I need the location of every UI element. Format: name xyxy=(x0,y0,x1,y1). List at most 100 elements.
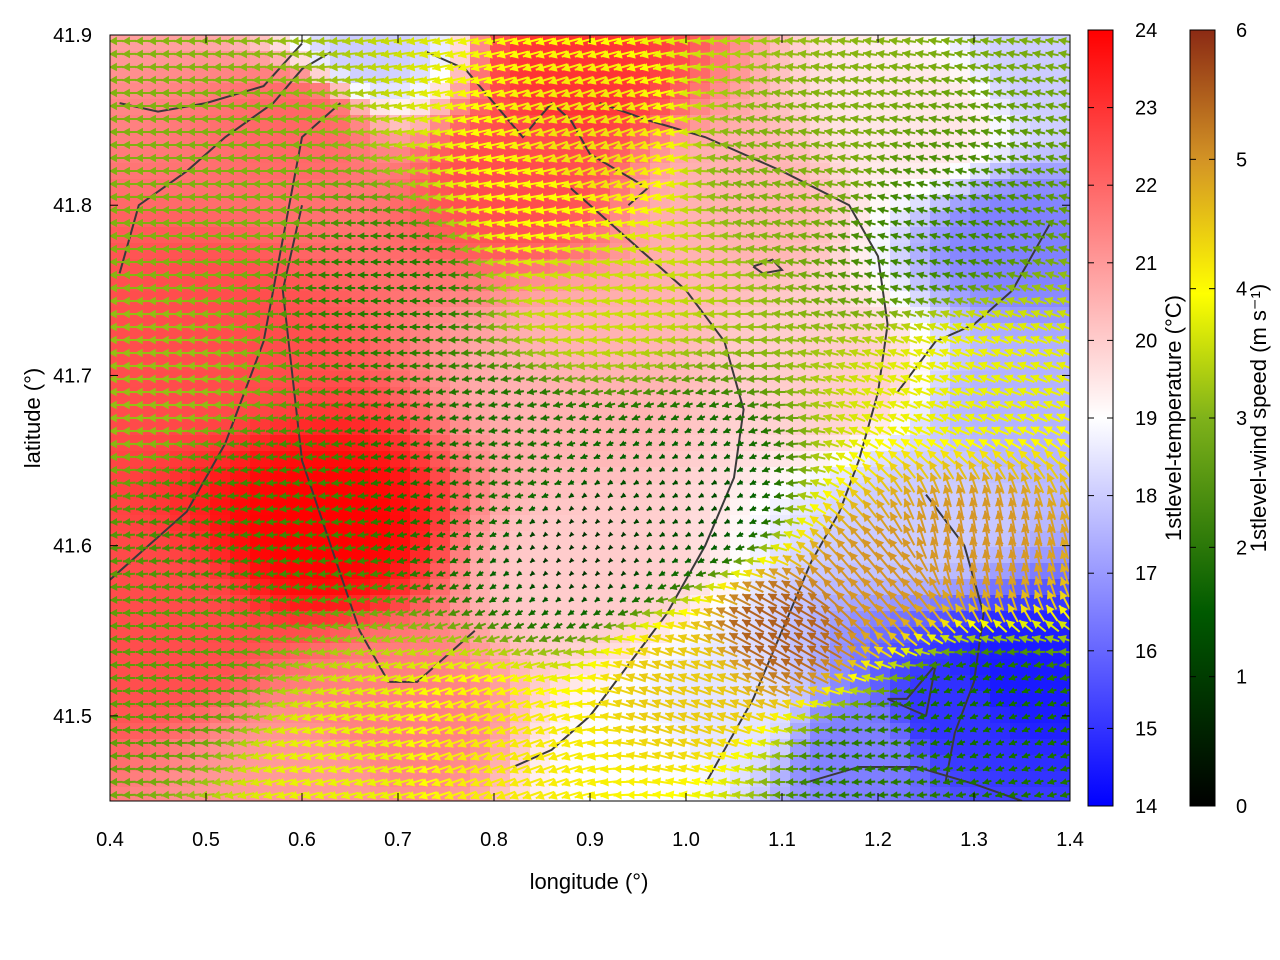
temperature-cell xyxy=(250,563,271,580)
temperature-cell xyxy=(630,435,651,452)
temperature-cell xyxy=(650,499,671,516)
temperature-cell xyxy=(210,195,231,212)
temperature-cell xyxy=(590,483,611,500)
temperature-cell xyxy=(250,147,271,164)
temperature-cell xyxy=(430,451,451,468)
temperature-cell xyxy=(650,531,671,548)
temperature-cell xyxy=(850,611,871,628)
temperature-cell xyxy=(170,403,191,420)
temperature-cell xyxy=(1050,243,1070,260)
temperature-cell xyxy=(1030,771,1051,788)
temperature-cell xyxy=(350,291,371,308)
temperature-cell xyxy=(1030,707,1051,724)
temperature-cell xyxy=(830,211,851,228)
temperature-cell xyxy=(390,451,411,468)
temperature-cell xyxy=(290,531,311,548)
temperature-cell xyxy=(890,771,911,788)
temperature-cell xyxy=(190,515,211,532)
temperature-cell xyxy=(210,675,231,692)
temperature-cell xyxy=(170,611,191,628)
temperature-cell xyxy=(650,387,671,404)
temperature-cell xyxy=(550,563,571,580)
temperature-cell xyxy=(190,723,211,740)
temperature-cell xyxy=(350,499,371,516)
temperature-cell xyxy=(870,179,891,196)
temperature-cell xyxy=(250,707,271,724)
temperature-cell xyxy=(870,739,891,756)
temperature-cell xyxy=(170,51,191,68)
temperature-cell xyxy=(290,595,311,612)
temperature-cell xyxy=(690,451,711,468)
temperature-cell xyxy=(510,291,531,308)
temperature-cell xyxy=(830,35,851,52)
temperature-cell xyxy=(590,531,611,548)
temperature-cell xyxy=(330,291,351,308)
temperature-cell xyxy=(130,403,151,420)
temperature-cell xyxy=(170,259,191,276)
temperature-cell xyxy=(550,531,571,548)
temperature-cell xyxy=(890,707,911,724)
temperature-cell xyxy=(290,291,311,308)
temperature-cell xyxy=(390,355,411,372)
temperature-cell xyxy=(850,147,871,164)
temperature-cell xyxy=(410,355,431,372)
temperature-cell xyxy=(790,723,811,740)
temperature-cell xyxy=(250,307,271,324)
temperature-cell xyxy=(1050,211,1070,228)
temperature-cell xyxy=(870,35,891,52)
temperature-cell xyxy=(430,419,451,436)
temperature-cell xyxy=(850,739,871,756)
temperature-cell xyxy=(910,179,931,196)
temperature-cell xyxy=(330,243,351,260)
temperature-cell xyxy=(610,483,631,500)
temperature-cell xyxy=(590,387,611,404)
temperature-cell xyxy=(570,531,591,548)
temperature-cell xyxy=(130,611,151,628)
temperature-cell xyxy=(350,179,371,196)
temperature-cell xyxy=(870,771,891,788)
temperature-cell xyxy=(550,595,571,612)
temperature-cell xyxy=(570,355,591,372)
temperature-cell xyxy=(210,259,231,276)
temperature-cell xyxy=(230,435,251,452)
temperature-cell xyxy=(310,595,331,612)
temperature-cell xyxy=(130,771,151,788)
temperature-cell xyxy=(630,563,651,580)
temperature-cell xyxy=(910,243,931,260)
temperature-cell xyxy=(610,563,631,580)
temperature-cell xyxy=(370,419,391,436)
temperature-cell xyxy=(810,419,831,436)
temperature-cell xyxy=(330,323,351,340)
temperature-cell xyxy=(290,563,311,580)
temperature-cell xyxy=(370,387,391,404)
temperature-cell xyxy=(890,179,911,196)
temperature-cell xyxy=(670,499,691,516)
temperature-cell xyxy=(730,451,751,468)
temperature-cell xyxy=(630,451,651,468)
temperature-cell xyxy=(650,419,671,436)
temperature-cell xyxy=(430,355,451,372)
temperature-cell xyxy=(390,419,411,436)
temperature-cell xyxy=(210,403,231,420)
temperature-cell xyxy=(610,355,631,372)
temperature-cell xyxy=(310,243,331,260)
temperature-cell xyxy=(350,147,371,164)
temperature-cell xyxy=(570,515,591,532)
temperature-cell xyxy=(470,179,491,196)
temperature-cell xyxy=(510,387,531,404)
temperature-cell xyxy=(390,563,411,580)
temperature-cell xyxy=(550,387,571,404)
temperature-cell xyxy=(710,419,731,436)
temperature-cell xyxy=(310,563,331,580)
temperature-cell xyxy=(950,659,971,676)
temperature-cell xyxy=(330,419,351,436)
temperature-cell xyxy=(830,739,851,756)
temperature-cell xyxy=(530,595,551,612)
temperature-cell xyxy=(130,51,151,68)
temperature-cell xyxy=(570,563,591,580)
temperature-cell xyxy=(590,499,611,516)
temperature-cell xyxy=(830,707,851,724)
temperature-cell xyxy=(590,467,611,484)
temperature-cell xyxy=(650,451,671,468)
temperature-cell xyxy=(270,179,291,196)
